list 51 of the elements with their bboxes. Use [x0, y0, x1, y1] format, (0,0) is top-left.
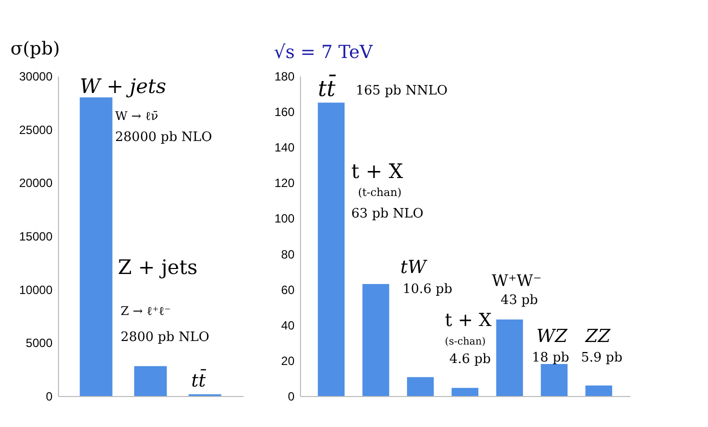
annotation: tt̄ — [191, 368, 207, 392]
annotation: (t-chan) — [358, 186, 402, 199]
y-tick-label: 140 — [274, 140, 295, 155]
annotation: tW — [400, 257, 428, 278]
bar — [80, 97, 112, 396]
annotation: 4.6 pb — [449, 352, 491, 368]
annotation: tt̄ — [318, 74, 336, 102]
y-tick-label: 160 — [274, 105, 295, 120]
y-axis-title: σ(pb) — [10, 38, 60, 60]
y-tick-label: 20 — [281, 354, 295, 368]
y-tick-label: 20000 — [19, 176, 53, 190]
bar — [362, 284, 390, 396]
y-tick-label: 120 — [274, 176, 295, 190]
y-tick-label: 0 — [46, 390, 53, 404]
bar — [407, 377, 434, 396]
annotation: 10.6 pb — [402, 282, 452, 297]
annotation: 18 pb — [532, 350, 570, 366]
bar — [134, 366, 167, 396]
y-tick-label: 15000 — [19, 230, 53, 244]
annotation: 43 pb — [500, 293, 538, 308]
y-tick-label: 0 — [288, 390, 295, 404]
y-tick-label: 40 — [281, 318, 295, 332]
chart-title: √s = 7 TeV — [274, 42, 374, 63]
annotation: 63 pb NLO — [351, 206, 424, 222]
bar — [318, 102, 345, 396]
annotation: W⁺W⁻ — [492, 270, 542, 290]
y-tick-label: 60 — [281, 282, 295, 297]
annotation: 5.9 pb — [580, 350, 622, 366]
annotation: 165 pb NNLO — [356, 83, 448, 98]
annotation: t + X — [351, 159, 404, 183]
y-tick-label: 180 — [274, 70, 295, 84]
annotation: (s-chan) — [444, 336, 486, 348]
y-tick-label: 25000 — [19, 122, 53, 137]
annotation: ZZ — [584, 326, 611, 347]
bar — [496, 320, 523, 396]
annotation: WZ — [536, 326, 568, 347]
annotation: 2800 pb NLO — [120, 330, 210, 345]
y-tick-label: 10000 — [19, 282, 53, 297]
annotation: Z + jets — [118, 255, 198, 279]
bar — [452, 388, 478, 396]
y-tick-label: 5000 — [26, 336, 53, 350]
bar — [585, 386, 612, 396]
annotation: W → ℓν̄ — [115, 109, 158, 123]
annotation: 28000 pb NLO — [115, 130, 212, 145]
y-tick-label: 30000 — [19, 70, 53, 84]
bar — [540, 364, 568, 396]
annotation: t + X — [444, 310, 492, 331]
y-tick-label: 80 — [281, 247, 295, 262]
annotation: Z → ℓ⁺ℓ⁻ — [120, 304, 171, 318]
annotation: W + jets — [80, 74, 166, 98]
y-tick-label: 100 — [274, 212, 295, 226]
